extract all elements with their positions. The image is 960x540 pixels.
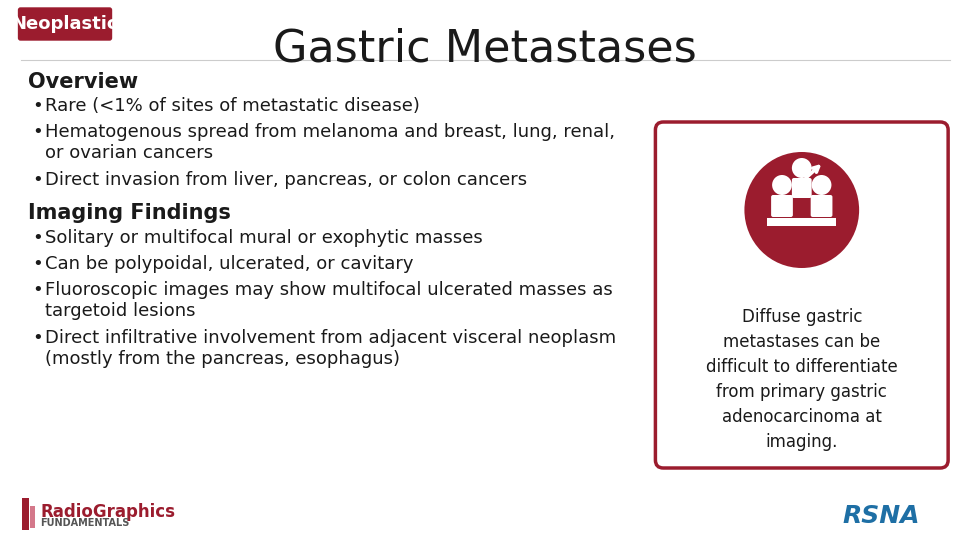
FancyBboxPatch shape [792,178,811,198]
Text: Direct invasion from liver, pancreas, or colon cancers: Direct invasion from liver, pancreas, or… [45,171,527,189]
Text: •: • [33,229,43,247]
Text: •: • [33,281,43,299]
FancyBboxPatch shape [767,218,836,226]
Text: •: • [33,255,43,273]
Text: Can be polypoidal, ulcerated, or cavitary: Can be polypoidal, ulcerated, or cavitar… [45,255,414,273]
Text: Hematogenous spread from melanoma and breast, lung, renal,
or ovarian cancers: Hematogenous spread from melanoma and br… [45,123,615,162]
Text: Fluoroscopic images may show multifocal ulcerated masses as
targetoid lesions: Fluoroscopic images may show multifocal … [45,281,613,320]
Text: Rare (<1% of sites of metastatic disease): Rare (<1% of sites of metastatic disease… [45,97,420,115]
Text: Imaging Findings: Imaging Findings [29,203,231,223]
Text: Solitary or multifocal mural or exophytic masses: Solitary or multifocal mural or exophyti… [45,229,483,247]
FancyBboxPatch shape [656,122,948,468]
Text: Gastric Metastases: Gastric Metastases [274,28,697,71]
Text: Overview: Overview [29,72,138,92]
Text: RadioGraphics: RadioGraphics [40,503,176,521]
FancyBboxPatch shape [22,498,30,530]
Text: •: • [33,123,43,141]
FancyBboxPatch shape [18,8,111,40]
Text: •: • [33,97,43,115]
Text: Neoplastic: Neoplastic [12,15,118,33]
Circle shape [772,175,792,195]
Circle shape [744,152,859,268]
FancyBboxPatch shape [771,195,793,217]
Text: FUNDAMENTALS: FUNDAMENTALS [40,518,130,528]
Text: Diffuse gastric
metastases can be
difficult to differentiate
from primary gastri: Diffuse gastric metastases can be diffic… [706,308,898,451]
FancyBboxPatch shape [31,506,36,528]
FancyBboxPatch shape [810,195,832,217]
Text: •: • [33,329,43,347]
Circle shape [792,158,811,178]
Text: •: • [33,171,43,189]
Text: RSNA: RSNA [843,504,921,528]
Circle shape [811,175,831,195]
Text: Direct infiltrative involvement from adjacent visceral neoplasm
(mostly from the: Direct infiltrative involvement from adj… [45,329,616,368]
